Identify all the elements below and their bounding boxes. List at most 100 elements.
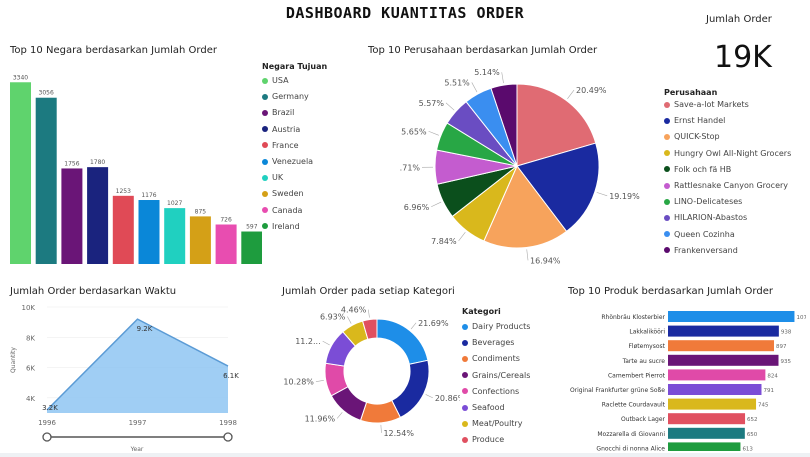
category-legend-item[interactable]: Beverages <box>462 338 514 347</box>
company-pie-pct-label: 20.49% <box>576 86 607 95</box>
country-legend-item[interactable]: France <box>262 141 299 150</box>
company-legend-label: Ernst Handel <box>674 116 725 125</box>
product-bar[interactable] <box>668 442 740 451</box>
x-tick-label: 1998 <box>219 419 237 427</box>
bar-value-label: 1253 <box>116 188 131 195</box>
product-bar[interactable] <box>668 384 761 395</box>
range-slider-end-handle[interactable] <box>224 433 232 441</box>
bar-canada[interactable] <box>216 224 237 264</box>
company-legend-item[interactable]: Folk och fä HB <box>664 165 731 174</box>
bar-ireland[interactable] <box>241 232 262 264</box>
bar-france[interactable] <box>113 196 134 264</box>
country-legend-item[interactable]: Ireland <box>262 222 300 231</box>
company-pie-pct-label: 16.94% <box>530 256 561 264</box>
category-donut-leader-line <box>368 310 369 318</box>
bar-brazil[interactable] <box>61 168 82 264</box>
category-legend-item[interactable]: Condiments <box>462 354 520 363</box>
product-bar[interactable] <box>668 340 774 351</box>
bar-value-label: 745 <box>758 403 769 409</box>
bar-value-label: 875 <box>195 208 207 215</box>
company-pie-chart[interactable]: 20.49%19.19%16.94%7.84%6.96%6.71%5.65%5.… <box>400 68 640 268</box>
country-legend-label: Venezuela <box>272 157 313 166</box>
y-axis-label: Quantity <box>10 347 17 373</box>
bar-austria[interactable] <box>87 167 108 264</box>
country-legend-item[interactable]: Brazil <box>262 108 294 117</box>
product-bar[interactable] <box>668 399 756 410</box>
company-legend-item[interactable]: LINO-Delicateses <box>664 197 742 206</box>
legend-marker-icon <box>262 110 268 116</box>
company-legend-label: Rattlesnake Canyon Grocery <box>674 181 788 190</box>
category-legend-label: Grains/Cereals <box>472 371 530 380</box>
kpi-value: 19K <box>714 40 772 75</box>
bar-value-label: 1756 <box>64 160 79 167</box>
legend-marker-icon <box>262 94 268 100</box>
category-donut-slice[interactable] <box>392 360 429 417</box>
category-legend-item[interactable]: Confections <box>462 387 519 396</box>
bar-germany[interactable] <box>36 98 57 264</box>
category-donut-leader-line <box>426 394 433 397</box>
legend-marker-icon <box>664 183 670 189</box>
legend-marker-icon <box>462 388 468 394</box>
country-legend-item[interactable]: USA <box>262 76 289 85</box>
bar-value-label: 3056 <box>39 90 54 97</box>
time-chart-title: Jumlah Order berdasarkan Waktu <box>10 286 176 297</box>
bar-uk[interactable] <box>164 208 185 264</box>
range-slider-start-handle[interactable] <box>43 433 51 441</box>
category-legend-item[interactable]: Dairy Products <box>462 322 530 331</box>
x-tick-label: 1997 <box>129 419 147 427</box>
company-legend-item[interactable]: Save-a-lot Markets <box>664 100 749 109</box>
product-bar[interactable] <box>668 413 745 424</box>
bar-venezuela[interactable] <box>139 200 160 264</box>
product-bar[interactable] <box>668 369 765 380</box>
category-donut-chart[interactable]: 21.69%20.86%12.54%11.96%10.28%11.2...6.9… <box>280 305 460 454</box>
product-label: Original Frankfurter grüne Soße <box>570 387 665 394</box>
country-legend-item[interactable]: Germany <box>262 92 309 101</box>
product-bar[interactable] <box>668 428 745 439</box>
x-axis-label: Year <box>130 446 144 453</box>
bar-sweden[interactable] <box>190 216 211 264</box>
company-legend-item[interactable]: Frankenversand <box>664 246 738 255</box>
company-pie-pct-label: 19.19% <box>609 192 640 201</box>
category-donut-leader-line <box>316 380 324 381</box>
category-legend-item[interactable]: Seafood <box>462 403 505 412</box>
category-legend-item[interactable]: Grains/Cereals <box>462 371 530 380</box>
category-legend-item[interactable]: Meat/Poultry <box>462 419 522 428</box>
product-bar[interactable] <box>668 326 779 337</box>
product-bar-chart[interactable]: Rhönbräu Klosterbier1070Lakkalikööri938F… <box>560 305 806 455</box>
country-legend-label: USA <box>272 76 289 85</box>
company-legend-label: Folk och fä HB <box>674 165 731 174</box>
company-legend-item[interactable]: QUICK-Stop <box>664 132 720 141</box>
country-legend-item[interactable]: Venezuela <box>262 157 313 166</box>
legend-marker-icon <box>462 372 468 378</box>
category-legend-label: Produce <box>472 435 504 444</box>
company-legend-item[interactable]: Rattlesnake Canyon Grocery <box>664 181 788 190</box>
bar-value-label: 824 <box>767 373 778 379</box>
company-legend-item[interactable]: Hungry Owl All-Night Grocers <box>664 149 791 158</box>
country-legend-item[interactable]: Sweden <box>262 189 304 198</box>
company-pie-pct-label: 5.51% <box>444 78 470 87</box>
country-legend-item[interactable]: Canada <box>262 206 302 215</box>
country-legend-item[interactable]: UK <box>262 173 283 182</box>
bar-usa[interactable] <box>10 82 31 264</box>
x-tick-label: 1996 <box>38 419 56 427</box>
country-legend-item[interactable]: Austria <box>262 125 300 134</box>
product-label: Gnocchi di nonna Alice <box>596 445 665 451</box>
product-bar[interactable] <box>668 355 779 366</box>
category-legend-item[interactable]: Produce <box>462 435 504 444</box>
category-donut-leader-line <box>337 412 342 418</box>
country-legend-label: Canada <box>272 206 302 215</box>
company-legend-item[interactable]: Ernst Handel <box>664 116 725 125</box>
country-legend-title: Negara Tujuan <box>262 62 327 71</box>
legend-marker-icon <box>262 207 268 213</box>
company-legend-item[interactable]: Queen Cozinha <box>664 230 735 239</box>
category-donut-pct-label: 4.46% <box>341 306 367 315</box>
company-pie-pct-label: 7.84% <box>431 237 457 246</box>
bar-value-label: 650 <box>747 432 758 438</box>
category-legend-label: Condiments <box>472 354 520 363</box>
legend-marker-icon <box>262 78 268 84</box>
company-legend-item[interactable]: HILARION-Abastos <box>664 213 747 222</box>
y-tick-label: 4K <box>26 395 35 403</box>
product-bar[interactable] <box>668 311 794 322</box>
